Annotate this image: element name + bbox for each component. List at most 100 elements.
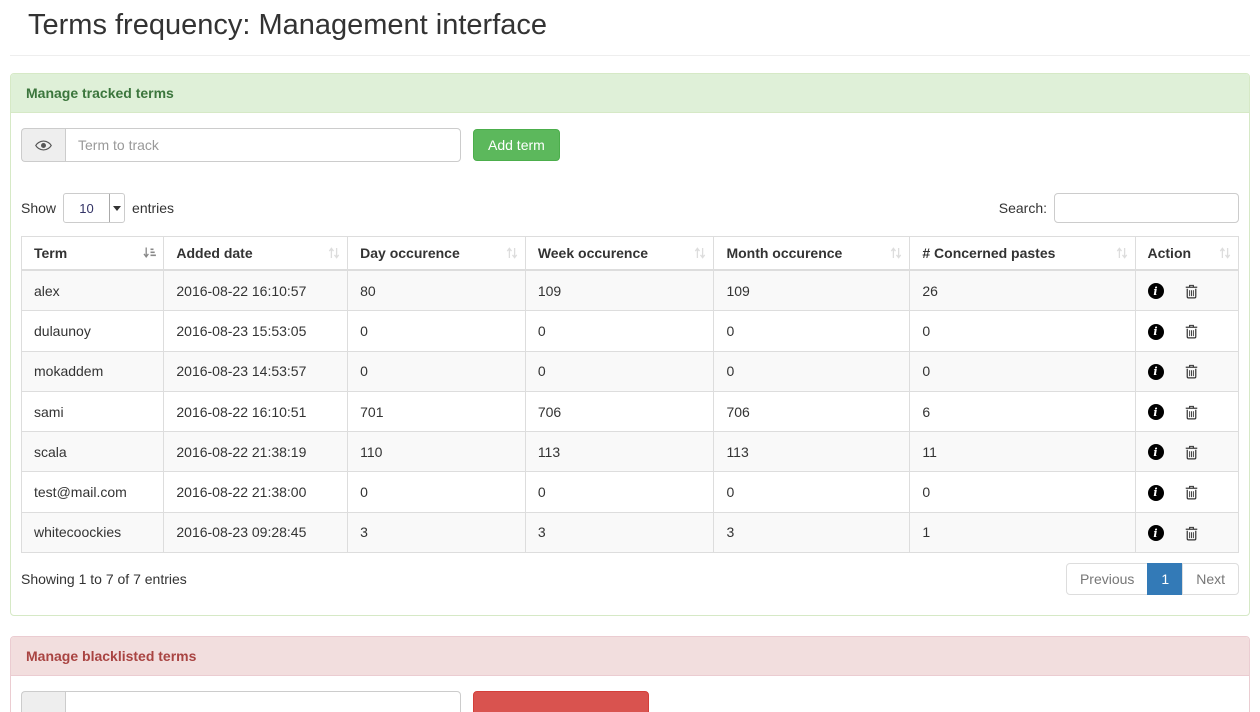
trash-icon[interactable] — [1185, 526, 1198, 541]
sort-both-icon — [694, 247, 706, 260]
blacklisted-terms-panel-heading: Manage blacklisted terms — [11, 637, 1249, 677]
page-length-control: Show 10 entries — [21, 193, 174, 223]
blacklist-term-input[interactable] — [65, 691, 461, 712]
concerned-pastes-cell: 1 — [909, 511, 1136, 554]
concerned-pastes-cell: 6 — [909, 390, 1136, 433]
info-circle-icon[interactable]: i — [1147, 525, 1164, 542]
month-occurence-cell: 109 — [713, 269, 911, 312]
pagination: Previous 1 Next — [1065, 563, 1239, 596]
term-cell: scala — [20, 431, 165, 473]
trash-icon[interactable] — [1185, 445, 1198, 460]
blacklisted-terms-panel-body — [11, 676, 1249, 712]
column-header-concerned-pastes[interactable]: # Concerned pastes — [909, 236, 1136, 271]
day-occurence-cell: 110 — [347, 431, 526, 473]
pagination-page-1[interactable]: 1 — [1147, 563, 1184, 596]
table-header-row: Term Added date — [20, 236, 1239, 271]
added-date-cell: 2016-08-22 16:10:51 — [163, 390, 349, 433]
term-input-group — [21, 128, 461, 162]
blacklist-input-group — [21, 691, 461, 712]
blacklist-add-button[interactable] — [473, 691, 649, 712]
page-length-select[interactable]: 10 — [63, 193, 126, 223]
term-cell: sami — [20, 390, 165, 433]
concerned-pastes-cell: 0 — [909, 471, 1136, 513]
action-cell: i — [1134, 511, 1239, 554]
page-title: Terms frequency: Management interface — [28, 9, 548, 41]
term-input-addon — [21, 128, 65, 162]
info-circle-icon[interactable]: i — [1147, 484, 1164, 501]
action-cell: i — [1134, 269, 1239, 312]
info-circle-icon[interactable]: i — [1147, 444, 1164, 461]
entries-label: entries — [132, 200, 175, 216]
term-table-row: mokaddem 2016-08-23 14:53:57 0 0 0 0 i — [20, 350, 1239, 392]
month-occurence-cell: 0 — [713, 471, 911, 513]
tracked-terms-table: Term Added date — [20, 236, 1239, 554]
day-occurence-cell: 3 — [347, 511, 526, 554]
trash-icon[interactable] — [1185, 485, 1198, 500]
datatable-controls: Show 10 entries Search: — [21, 193, 1239, 223]
added-date-cell: 2016-08-22 21:38:19 — [163, 431, 349, 473]
info-circle-icon[interactable]: i — [1147, 363, 1164, 380]
week-occurence-cell: 0 — [524, 310, 715, 352]
term-to-track-input[interactable] — [65, 128, 461, 162]
term-cell: dulaunoy — [20, 310, 165, 352]
concerned-pastes-cell: 26 — [909, 269, 1136, 312]
term-cell: whitecoockies — [20, 511, 165, 554]
term-table-row: sami 2016-08-22 16:10:51 701 706 706 6 i — [20, 390, 1239, 433]
tracked-terms-panel-heading: Manage tracked terms — [11, 74, 1249, 113]
term-table-row: whitecoockies 2016-08-23 09:28:45 3 3 3 1 i — [20, 511, 1239, 554]
column-header-added-date[interactable]: Added date — [163, 236, 349, 271]
column-header-action[interactable]: Action — [1134, 236, 1239, 271]
eye-icon — [35, 139, 52, 151]
concerned-pastes-cell: 11 — [909, 431, 1136, 473]
page-container: Terms frequency: Management interface Ma… — [0, 9, 1260, 712]
info-circle-icon[interactable]: i — [1147, 404, 1164, 421]
info-circle-icon[interactable]: i — [1147, 323, 1164, 340]
sort-both-icon — [506, 247, 518, 260]
day-occurence-cell: 0 — [347, 310, 526, 352]
search-control: Search: — [999, 193, 1239, 223]
blacklisted-terms-panel: Manage blacklisted terms — [10, 636, 1250, 712]
tracked-terms-panel-body: Add term Show 10 entries Search: — [11, 113, 1249, 615]
sort-both-icon — [328, 247, 340, 260]
title-divider — [10, 55, 1250, 56]
day-occurence-cell: 80 — [347, 269, 526, 312]
blacklist-input-addon — [21, 691, 65, 712]
pagination-next[interactable]: Next — [1182, 563, 1239, 596]
added-date-cell: 2016-08-23 14:53:57 — [163, 350, 349, 392]
trash-icon[interactable] — [1185, 364, 1198, 379]
term-table-row: scala 2016-08-22 21:38:19 110 113 113 11 i — [20, 431, 1239, 473]
month-occurence-cell: 706 — [713, 390, 911, 433]
info-circle-icon[interactable]: i — [1147, 283, 1164, 300]
add-term-button[interactable]: Add term — [473, 129, 560, 161]
column-header-term[interactable]: Term — [20, 236, 165, 271]
sort-ascending-icon — [143, 247, 157, 260]
week-occurence-cell: 706 — [524, 390, 715, 433]
added-date-cell: 2016-08-23 15:53:05 — [163, 310, 349, 352]
month-occurence-cell: 0 — [713, 310, 911, 352]
term-cell: test@mail.com — [20, 471, 165, 513]
action-cell: i — [1134, 310, 1239, 352]
add-term-form: Add term — [21, 128, 1239, 162]
terms-table-body: alex 2016-08-22 16:10:57 80 109 109 26 i dulaun… — [20, 269, 1239, 554]
column-header-month-occurence[interactable]: Month occurence — [713, 236, 911, 271]
concerned-pastes-cell: 0 — [909, 310, 1136, 352]
action-cell: i — [1134, 431, 1239, 473]
pagination-previous[interactable]: Previous — [1065, 563, 1149, 596]
column-header-week-occurence[interactable]: Week occurence — [524, 236, 715, 271]
search-input[interactable] — [1054, 193, 1239, 223]
week-occurence-cell: 109 — [524, 269, 715, 312]
trash-icon[interactable] — [1185, 324, 1198, 339]
column-header-day-occurence[interactable]: Day occurence — [347, 236, 526, 271]
term-cell: alex — [20, 269, 165, 312]
blacklist-term-form — [21, 691, 1239, 712]
datatable-footer: Showing 1 to 7 of 7 entries Previous 1 N… — [21, 563, 1239, 596]
trash-icon[interactable] — [1185, 284, 1198, 299]
sort-both-icon — [890, 247, 902, 260]
day-occurence-cell: 701 — [347, 390, 526, 433]
week-occurence-cell: 3 — [524, 511, 715, 554]
action-cell: i — [1134, 471, 1239, 513]
term-table-row: dulaunoy 2016-08-23 15:53:05 0 0 0 0 i — [20, 310, 1239, 352]
term-table-row: alex 2016-08-22 16:10:57 80 109 109 26 i — [20, 269, 1239, 312]
trash-icon[interactable] — [1185, 405, 1198, 420]
show-label: Show — [21, 200, 57, 216]
